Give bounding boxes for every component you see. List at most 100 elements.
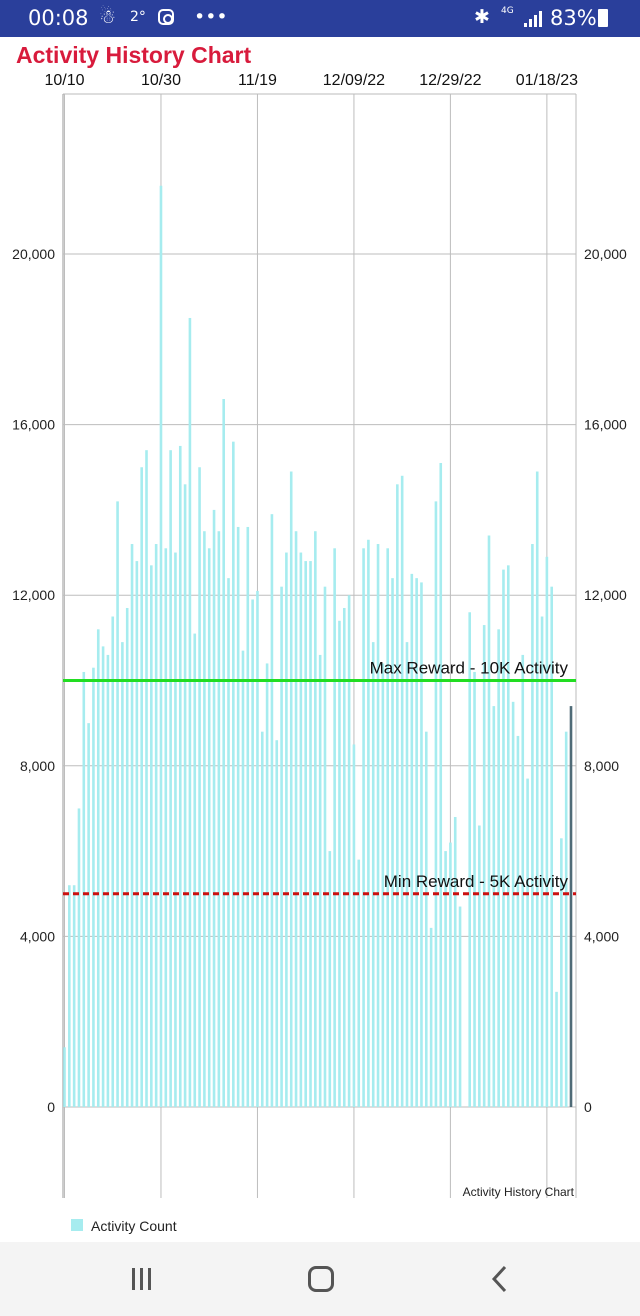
bar bbox=[516, 735, 520, 1107]
x-tick-label: 11/19 bbox=[238, 72, 277, 89]
bar bbox=[164, 548, 168, 1107]
battery-icon bbox=[598, 9, 608, 27]
more-icon: ••• bbox=[194, 6, 228, 28]
bar bbox=[381, 663, 385, 1107]
y-tick-label-left: 20,000 bbox=[12, 246, 55, 262]
x-tick-label: 10/30 bbox=[141, 72, 181, 89]
bar bbox=[482, 625, 486, 1107]
bar bbox=[96, 629, 100, 1107]
bar bbox=[304, 561, 307, 1107]
bar bbox=[540, 616, 544, 1107]
bar bbox=[410, 573, 414, 1107]
bar bbox=[415, 578, 418, 1107]
bar bbox=[405, 642, 409, 1107]
bar bbox=[212, 509, 216, 1107]
max-reward-label: Max Reward - 10K Activity bbox=[370, 659, 569, 678]
bar bbox=[458, 906, 462, 1107]
bar bbox=[280, 586, 283, 1107]
bar bbox=[178, 445, 182, 1107]
bar bbox=[309, 561, 312, 1107]
bars bbox=[63, 185, 573, 1108]
legend-label: Activity Count bbox=[91, 1218, 177, 1234]
bar bbox=[121, 642, 124, 1107]
bar bbox=[468, 612, 471, 1107]
bar bbox=[130, 544, 134, 1107]
bar bbox=[275, 740, 279, 1107]
bar bbox=[396, 484, 399, 1107]
bar bbox=[207, 548, 211, 1107]
bar bbox=[159, 185, 163, 1107]
bar bbox=[87, 723, 90, 1107]
bar bbox=[101, 646, 105, 1107]
bar bbox=[285, 552, 288, 1107]
y-tick-label-right: 12,000 bbox=[584, 587, 627, 603]
bar bbox=[314, 531, 317, 1107]
bar bbox=[289, 471, 293, 1107]
bar bbox=[270, 514, 274, 1107]
bar bbox=[198, 467, 201, 1107]
bar bbox=[140, 467, 143, 1107]
bar bbox=[492, 706, 496, 1107]
bar bbox=[260, 731, 264, 1107]
bar bbox=[246, 526, 250, 1107]
y-tick-label-right: 0 bbox=[584, 1099, 592, 1115]
bar bbox=[232, 441, 235, 1107]
y-tick-label-left: 0 bbox=[47, 1099, 55, 1115]
y-tick-label-left: 4,000 bbox=[20, 928, 55, 944]
y-tick-label-right: 16,000 bbox=[584, 417, 627, 433]
bar bbox=[63, 1047, 66, 1107]
network-type: 4G bbox=[501, 6, 514, 16]
bar bbox=[478, 825, 481, 1107]
bar bbox=[318, 654, 322, 1107]
bar bbox=[444, 851, 447, 1107]
x-tick-label: 12/29/22 bbox=[419, 72, 481, 89]
bar bbox=[328, 851, 332, 1107]
activity-history-chart: Max Reward - 10K Activity Min Reward - 5K… bbox=[12, 72, 627, 1234]
bar bbox=[227, 578, 230, 1107]
bar bbox=[545, 556, 549, 1107]
bar bbox=[357, 859, 361, 1107]
bar bbox=[439, 462, 443, 1107]
y-tick-label-left: 8,000 bbox=[20, 758, 55, 774]
bar bbox=[106, 654, 110, 1107]
bar bbox=[150, 565, 153, 1107]
back-icon[interactable] bbox=[490, 1264, 510, 1294]
bar bbox=[420, 582, 423, 1107]
battery-percent: 83% bbox=[550, 6, 597, 30]
bar bbox=[203, 531, 206, 1107]
bar bbox=[236, 526, 240, 1107]
bar bbox=[429, 927, 433, 1107]
bar bbox=[77, 808, 81, 1107]
bar bbox=[352, 744, 356, 1107]
navigation-bar bbox=[0, 1242, 640, 1316]
bar bbox=[386, 548, 389, 1107]
status-temperature: 2° bbox=[130, 9, 146, 25]
recent-apps-icon[interactable] bbox=[131, 1268, 153, 1290]
bar bbox=[174, 552, 177, 1107]
bar bbox=[535, 471, 539, 1107]
bar bbox=[188, 317, 192, 1108]
bar bbox=[169, 450, 172, 1107]
bar bbox=[294, 531, 298, 1107]
bar bbox=[183, 484, 187, 1107]
signal-icon bbox=[524, 11, 544, 27]
bar bbox=[342, 607, 346, 1107]
legend-swatch bbox=[71, 1219, 83, 1231]
bar bbox=[145, 450, 148, 1107]
chart-title: Activity History Chart bbox=[16, 42, 252, 68]
bar bbox=[111, 616, 115, 1107]
bar bbox=[391, 578, 394, 1107]
weather-icon: ☃ bbox=[99, 6, 117, 28]
bar bbox=[449, 842, 452, 1107]
bar bbox=[154, 544, 158, 1107]
bar bbox=[347, 595, 351, 1107]
bar bbox=[125, 607, 129, 1107]
bar bbox=[497, 629, 500, 1107]
reference-lines: Max Reward - 10K Activity Min Reward - 5K… bbox=[63, 659, 576, 896]
instagram-icon bbox=[158, 9, 174, 25]
y-tick-label-right: 20,000 bbox=[584, 246, 627, 262]
home-icon[interactable] bbox=[308, 1266, 334, 1292]
bar bbox=[82, 671, 86, 1107]
bar bbox=[323, 586, 327, 1107]
y-tick-label-right: 4,000 bbox=[584, 928, 619, 944]
